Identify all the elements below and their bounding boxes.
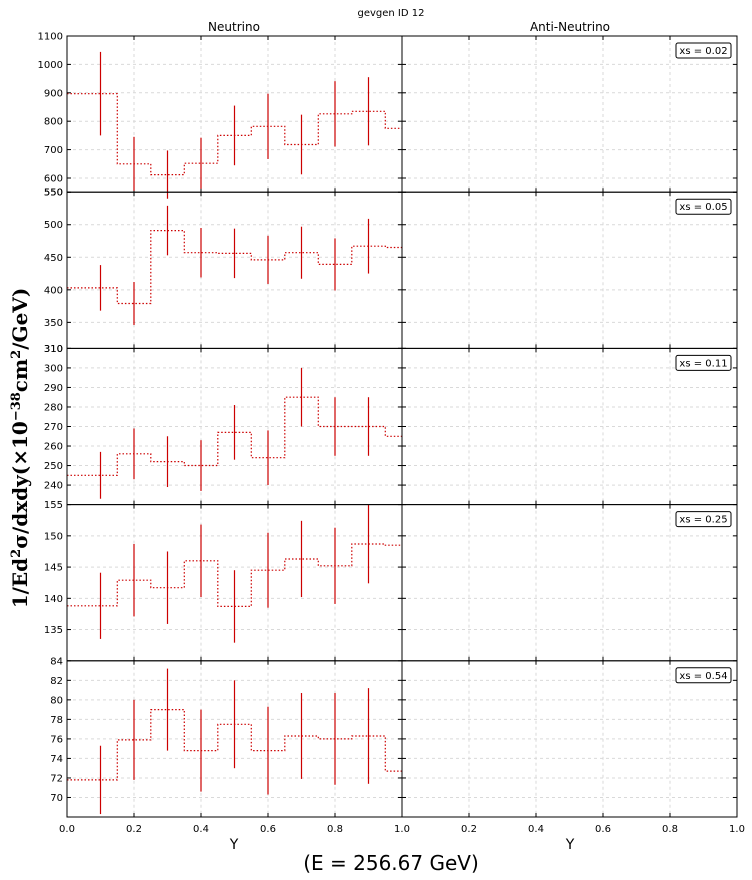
y-tick-label: 310	[44, 344, 63, 355]
y-tick-label: 700	[44, 145, 63, 156]
y-tick-label: 155	[44, 500, 63, 511]
xs-badge	[675, 198, 732, 215]
xs-badge	[675, 511, 732, 528]
x-tick-label: 0.4	[528, 824, 544, 835]
y-tick-label: 500	[44, 220, 63, 231]
panel-r2-c0: 240 250 260 270 280 290 300 310	[44, 344, 403, 506]
y-tick-label: 76	[50, 734, 63, 745]
panel-r3-c1: xs = 0.25	[401, 504, 738, 662]
y-tick-label: 145	[44, 563, 63, 574]
panel-r4-c1: xs = 0.54 0.2 0.4 0.6 0.8 1.0	[401, 660, 745, 835]
y-tick-label: 82	[50, 676, 63, 687]
panel-frame	[401, 191, 738, 349]
step-series-line	[67, 396, 402, 476]
y-tick-label: 150	[44, 531, 63, 542]
y-tick-label: 70	[50, 793, 63, 804]
panel-r1-c0: 310 350 400 450 500 550	[44, 188, 403, 355]
x-axis-label-left: Y	[229, 837, 239, 853]
panel-frame	[401, 35, 738, 193]
y-tick-label: 72	[50, 773, 63, 784]
x-tick-label: 0.2	[461, 824, 477, 835]
panel-r4-c0: 70 72 74 76 78 80 82 84 0.0 0.2 0.4 0.6 0.8 1.0	[50, 656, 410, 835]
y-tick-label: 280	[44, 402, 63, 413]
x-tick-label: 0.8	[327, 824, 343, 835]
x-tick-label: 1.0	[729, 824, 745, 835]
xs-badge-label: xs = 0.54	[679, 671, 727, 682]
panel-frame	[401, 504, 738, 662]
y-tick-label: 300	[44, 363, 63, 374]
panel-r0-c0: 550 600 700 800 900 1000 1100	[38, 32, 403, 199]
xs-badge-label: xs = 0.25	[679, 515, 727, 526]
y-tick-label: 600	[44, 174, 63, 185]
step-series-line	[67, 709, 402, 781]
x-tick-label: 0.0	[59, 824, 75, 835]
figure-title: gevgen ID 12	[358, 8, 425, 19]
y-tick-label: 290	[44, 383, 63, 394]
x-tick-label: 1.0	[394, 824, 410, 835]
column-title-neutrino: Neutrino	[208, 20, 260, 34]
y-tick-label: 900	[44, 88, 63, 99]
panel-r0-c1: xs = 0.02	[401, 35, 738, 193]
y-tick-label: 350	[44, 318, 63, 329]
y-tick-label: 1000	[38, 60, 63, 71]
energy-label: (E = 256.67 GeV)	[303, 851, 479, 875]
y-tick-label: 80	[50, 695, 63, 706]
y-tick-label: 140	[44, 594, 63, 605]
y-tick-label: 74	[50, 754, 63, 765]
y-tick-label: 240	[44, 481, 63, 492]
y-tick-label: 310	[44, 344, 63, 355]
y-tick-label: 135	[44, 625, 63, 636]
x-tick-label: 0.8	[662, 824, 678, 835]
step-series-line	[67, 230, 402, 305]
y-tick-label: 450	[44, 253, 63, 264]
x-tick-label: 0.2	[126, 824, 142, 835]
y-tick-label: 800	[44, 117, 63, 128]
y-tick-label: 1100	[38, 32, 63, 43]
y-tick-label: 260	[44, 442, 63, 453]
y-tick-label: 550	[44, 188, 63, 199]
y-tick-label: 550	[44, 188, 63, 199]
column-title-anti-neutrino: Anti-Neutrino	[530, 20, 610, 34]
xs-badge-label: xs = 0.05	[679, 202, 727, 213]
y-tick-label: 84	[50, 656, 63, 667]
xs-badge-label: xs = 0.02	[679, 46, 727, 57]
panel-r1-c1: xs = 0.05	[401, 191, 738, 349]
y-tick-label: 400	[44, 285, 63, 296]
x-tick-label: 0.6	[260, 824, 276, 835]
y-tick-label: 250	[44, 461, 63, 472]
xs-badge	[675, 667, 732, 684]
step-series-line	[67, 543, 402, 607]
xs-badge	[675, 42, 732, 59]
xs-badge	[675, 354, 732, 371]
y-axis-label: 1/Ed2σ/dxdy(×10−38cm2/GeV)	[8, 288, 32, 609]
y-tick-label: 78	[50, 715, 63, 726]
xs-badge-label: xs = 0.11	[679, 358, 727, 369]
x-axis-label-right: Y	[565, 837, 575, 853]
step-series-line	[67, 93, 402, 176]
x-tick-label: 0.6	[595, 824, 611, 835]
panel-r2-c1: xs = 0.11	[401, 347, 738, 506]
y-tick-label: 270	[44, 422, 63, 433]
panels-grid: 550 600 700 800 900 1000 1100 xs = 0.02 310 350 40…	[38, 32, 745, 836]
panel-frame	[401, 660, 738, 818]
x-tick-label: 0.4	[193, 824, 209, 835]
panel-r3-c0: 135 140 145 150 155	[44, 500, 403, 662]
